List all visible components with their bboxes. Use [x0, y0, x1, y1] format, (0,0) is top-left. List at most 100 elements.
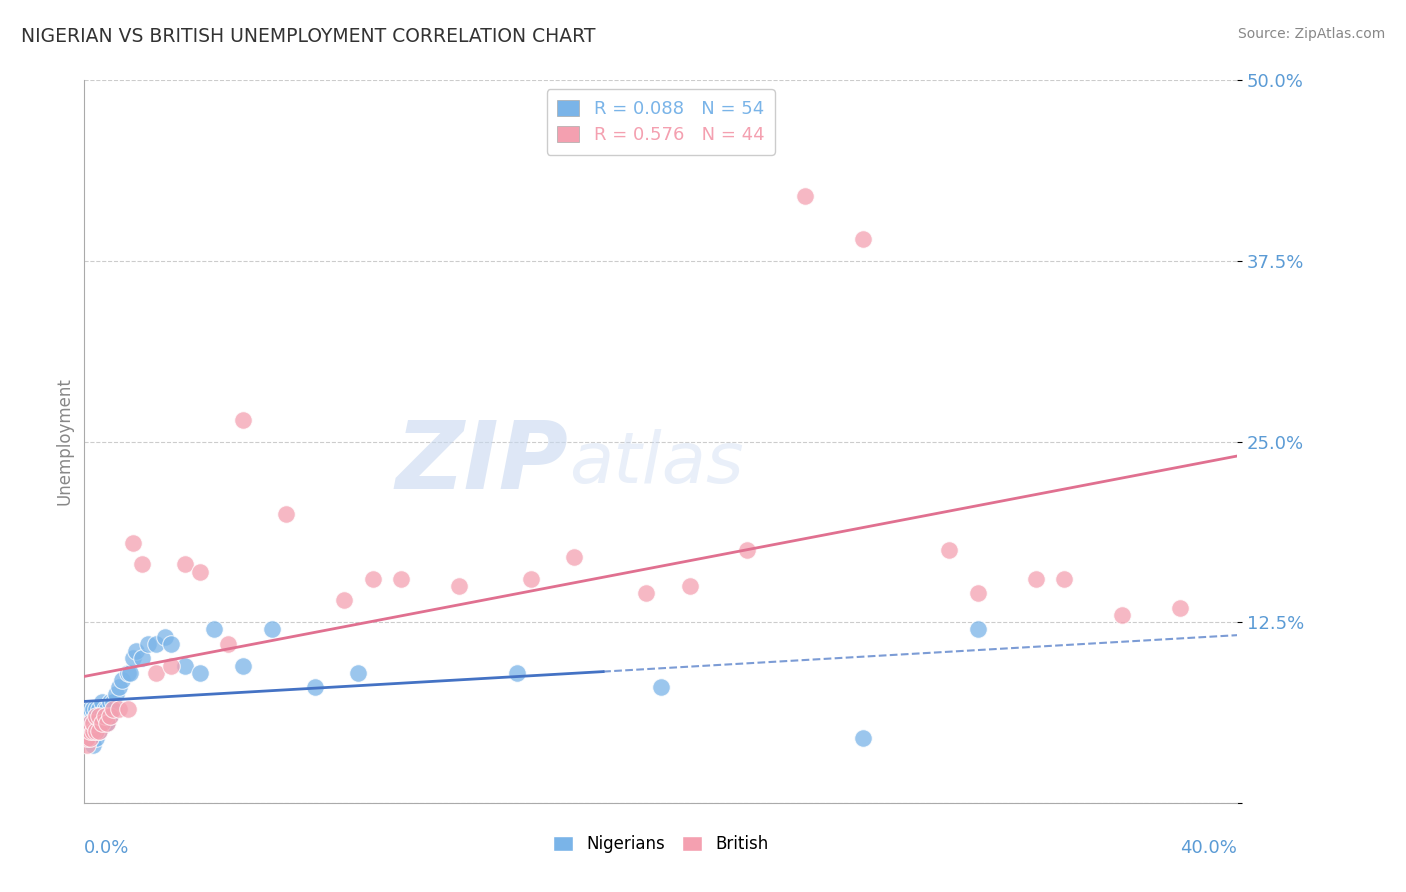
- Point: [93, 709, 115, 723]
- Point: [160, 658, 183, 673]
- Point: [737, 542, 759, 557]
- Point: [120, 665, 142, 680]
- Point: [84, 709, 107, 723]
- Point: [260, 623, 283, 637]
- Point: [122, 535, 145, 549]
- Point: [136, 637, 159, 651]
- Text: Source: ZipAtlas.com: Source: ZipAtlas.com: [1237, 27, 1385, 41]
- Point: [84, 702, 107, 716]
- Point: [87, 723, 110, 738]
- Point: [105, 687, 128, 701]
- Point: [84, 723, 107, 738]
- Point: [449, 579, 471, 593]
- Point: [96, 716, 118, 731]
- Legend: Nigerians, British: Nigerians, British: [547, 828, 775, 860]
- Point: [82, 723, 104, 738]
- Point: [145, 637, 167, 651]
- Point: [333, 593, 356, 607]
- Point: [76, 738, 98, 752]
- Point: [79, 716, 101, 731]
- Point: [304, 680, 326, 694]
- Point: [1168, 600, 1191, 615]
- Point: [347, 665, 370, 680]
- Point: [852, 731, 875, 745]
- Point: [87, 716, 110, 731]
- Point: [82, 723, 104, 738]
- Y-axis label: Unemployment: Unemployment: [55, 377, 73, 506]
- Point: [111, 673, 134, 687]
- Point: [125, 644, 148, 658]
- Point: [108, 680, 131, 694]
- Point: [794, 189, 817, 203]
- Point: [90, 709, 112, 723]
- Point: [79, 702, 101, 716]
- Point: [79, 709, 101, 723]
- Point: [93, 716, 115, 731]
- Point: [174, 658, 197, 673]
- Point: [117, 665, 139, 680]
- Point: [520, 572, 543, 586]
- Point: [564, 550, 586, 565]
- Point: [76, 731, 98, 745]
- Point: [188, 665, 211, 680]
- Point: [87, 702, 110, 716]
- Point: [117, 702, 139, 716]
- Point: [82, 709, 104, 723]
- Point: [84, 716, 107, 731]
- Point: [188, 565, 211, 579]
- Point: [79, 723, 101, 738]
- Point: [636, 586, 658, 600]
- Point: [1111, 607, 1133, 622]
- Point: [967, 623, 990, 637]
- Point: [938, 542, 960, 557]
- Point: [131, 651, 153, 665]
- Point: [93, 702, 115, 716]
- Point: [391, 572, 413, 586]
- Point: [153, 630, 176, 644]
- Point: [98, 709, 121, 723]
- Point: [79, 731, 101, 745]
- Point: [79, 723, 101, 738]
- Point: [174, 558, 197, 572]
- Point: [87, 723, 110, 738]
- Point: [82, 716, 104, 731]
- Point: [76, 723, 98, 738]
- Point: [98, 695, 121, 709]
- Point: [96, 716, 118, 731]
- Point: [145, 665, 167, 680]
- Point: [276, 507, 298, 521]
- Text: ZIP: ZIP: [395, 417, 568, 509]
- Point: [650, 680, 672, 694]
- Point: [98, 709, 121, 723]
- Point: [1053, 572, 1076, 586]
- Point: [122, 651, 145, 665]
- Point: [108, 702, 131, 716]
- Point: [76, 709, 98, 723]
- Point: [131, 558, 153, 572]
- Point: [103, 702, 124, 716]
- Point: [90, 695, 112, 709]
- Text: NIGERIAN VS BRITISH UNEMPLOYMENT CORRELATION CHART: NIGERIAN VS BRITISH UNEMPLOYMENT CORRELA…: [21, 27, 596, 45]
- Text: 40.0%: 40.0%: [1181, 838, 1237, 857]
- Point: [90, 716, 112, 731]
- Point: [82, 738, 104, 752]
- Point: [79, 716, 101, 731]
- Point: [90, 716, 112, 731]
- Point: [103, 695, 124, 709]
- Text: atlas: atlas: [568, 429, 744, 498]
- Point: [361, 572, 384, 586]
- Point: [76, 716, 98, 731]
- Point: [967, 586, 990, 600]
- Point: [160, 637, 183, 651]
- Point: [82, 702, 104, 716]
- Point: [84, 731, 107, 745]
- Point: [82, 716, 104, 731]
- Point: [93, 709, 115, 723]
- Point: [679, 579, 702, 593]
- Text: 0.0%: 0.0%: [84, 838, 129, 857]
- Point: [96, 702, 118, 716]
- Point: [852, 232, 875, 246]
- Point: [232, 658, 254, 673]
- Point: [84, 709, 107, 723]
- Point: [232, 413, 254, 427]
